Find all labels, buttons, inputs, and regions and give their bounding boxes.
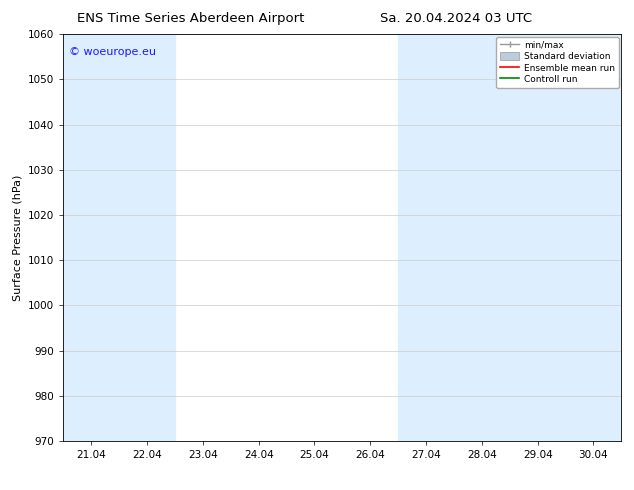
Legend: min/max, Standard deviation, Ensemble mean run, Controll run: min/max, Standard deviation, Ensemble me… — [496, 37, 619, 88]
Bar — [454, 34, 510, 441]
Text: ENS Time Series Aberdeen Airport: ENS Time Series Aberdeen Airport — [77, 12, 304, 25]
Bar — [119, 34, 175, 441]
Bar — [398, 34, 454, 441]
Bar — [566, 34, 621, 441]
Text: © woeurope.eu: © woeurope.eu — [69, 47, 156, 56]
Bar — [63, 34, 119, 441]
Text: Sa. 20.04.2024 03 UTC: Sa. 20.04.2024 03 UTC — [380, 12, 533, 25]
Bar — [510, 34, 566, 441]
Y-axis label: Surface Pressure (hPa): Surface Pressure (hPa) — [13, 174, 23, 301]
